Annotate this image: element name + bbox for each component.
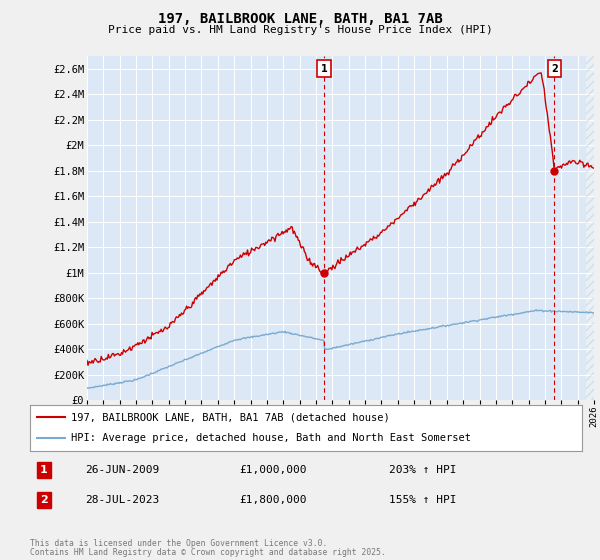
Text: £1,000,000: £1,000,000 xyxy=(240,465,307,475)
Text: 197, BAILBROOK LANE, BATH, BA1 7AB: 197, BAILBROOK LANE, BATH, BA1 7AB xyxy=(158,12,442,26)
Text: £1,800,000: £1,800,000 xyxy=(240,495,307,505)
Text: 1: 1 xyxy=(40,465,47,475)
Text: 155% ↑ HPI: 155% ↑ HPI xyxy=(389,495,457,505)
Text: Price paid vs. HM Land Registry's House Price Index (HPI): Price paid vs. HM Land Registry's House … xyxy=(107,25,493,35)
Text: 2: 2 xyxy=(551,64,558,74)
Text: Contains HM Land Registry data © Crown copyright and database right 2025.: Contains HM Land Registry data © Crown c… xyxy=(30,548,386,557)
Text: 28-JUL-2023: 28-JUL-2023 xyxy=(85,495,160,505)
Polygon shape xyxy=(586,56,594,400)
Text: 26-JUN-2009: 26-JUN-2009 xyxy=(85,465,160,475)
Text: 203% ↑ HPI: 203% ↑ HPI xyxy=(389,465,457,475)
Text: 2: 2 xyxy=(40,495,47,505)
Text: 1: 1 xyxy=(320,64,328,74)
Text: 197, BAILBROOK LANE, BATH, BA1 7AB (detached house): 197, BAILBROOK LANE, BATH, BA1 7AB (deta… xyxy=(71,412,390,422)
Text: HPI: Average price, detached house, Bath and North East Somerset: HPI: Average price, detached house, Bath… xyxy=(71,433,472,444)
Text: This data is licensed under the Open Government Licence v3.0.: This data is licensed under the Open Gov… xyxy=(30,539,328,548)
